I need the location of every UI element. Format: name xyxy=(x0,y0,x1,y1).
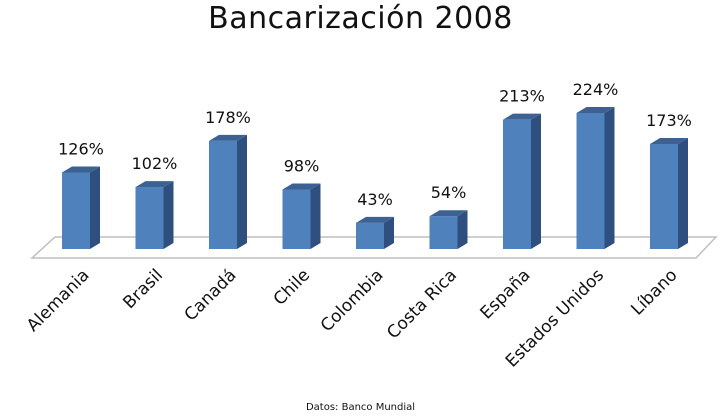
bar xyxy=(576,107,615,249)
category-label: Canadá xyxy=(181,265,241,325)
bar-top xyxy=(576,107,615,113)
category-label: Líbano xyxy=(627,265,681,319)
bar-side xyxy=(384,216,394,249)
chart-title: Bancarización 2008 xyxy=(208,1,513,36)
bar xyxy=(503,113,541,249)
bar-side xyxy=(163,181,174,249)
category-label: Costa Rica xyxy=(383,265,461,343)
bar-side xyxy=(457,210,468,249)
bar-top xyxy=(429,210,468,217)
bars-layer xyxy=(62,107,688,249)
bar-front xyxy=(576,113,605,249)
bar xyxy=(209,134,247,249)
bar-top xyxy=(356,216,394,223)
bar xyxy=(62,166,100,249)
data-label: 126% xyxy=(58,140,104,159)
data-label: 178% xyxy=(205,108,251,127)
data-label: 43% xyxy=(357,190,393,209)
category-label: Chile xyxy=(270,265,314,309)
bar-side xyxy=(531,113,541,249)
bar-front xyxy=(282,189,311,249)
bar-top xyxy=(135,181,174,188)
source-note: Datos: Banco Mundial xyxy=(305,402,416,413)
bar-front xyxy=(62,172,90,249)
category-label: Colombia xyxy=(317,265,388,336)
bar xyxy=(356,216,394,249)
bar-side xyxy=(310,183,321,249)
bar-top xyxy=(503,113,541,120)
bar-front xyxy=(209,140,237,249)
data-labels-layer: 126% 102% 178% 98% 43% 54% 213% 224% 173% xyxy=(58,80,692,209)
data-label: 213% xyxy=(499,87,545,106)
bar-top xyxy=(282,183,321,190)
data-label: 98% xyxy=(284,157,320,176)
category-label: España xyxy=(477,265,535,323)
bar-front xyxy=(650,143,678,249)
data-label: 102% xyxy=(132,154,178,173)
bar xyxy=(135,181,174,249)
category-label: Alemania xyxy=(23,265,94,336)
data-label: 54% xyxy=(431,183,467,202)
data-label: 173% xyxy=(646,111,692,130)
bar-front xyxy=(135,187,164,249)
bar-side xyxy=(678,137,688,249)
bar xyxy=(650,137,688,249)
bar-front xyxy=(429,216,458,249)
bar xyxy=(429,210,468,249)
bar-front xyxy=(503,119,531,249)
bar-front xyxy=(356,222,384,249)
bar-side xyxy=(604,107,615,249)
data-label: 224% xyxy=(573,80,619,99)
bar xyxy=(282,183,321,249)
bar-top xyxy=(62,166,100,173)
bar-top xyxy=(650,137,688,144)
bar-top xyxy=(209,134,247,141)
category-label: Brasil xyxy=(119,265,167,313)
bar-side xyxy=(237,134,247,249)
bar-side xyxy=(90,166,100,249)
